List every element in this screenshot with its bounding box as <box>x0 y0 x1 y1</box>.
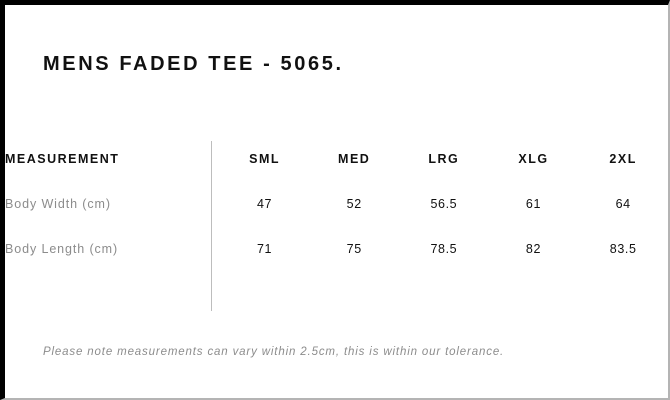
measurements-table: MEASUREMENT SML MED LRG XLG 2XL Body Wid… <box>5 136 668 271</box>
tolerance-note: Please note measurements can vary within… <box>43 346 505 358</box>
cell-body-width-lrg: 56.5 <box>430 196 458 211</box>
column-header-xlg: XLG <box>518 151 549 166</box>
cell-body-width-2xl: 64 <box>615 196 631 211</box>
table-header-row: MEASUREMENT SML MED LRG XLG 2XL <box>5 136 668 181</box>
cell-body-width-xlg: 61 <box>525 196 542 211</box>
row-label-body-length: Body Length (cm) <box>5 241 119 256</box>
column-header-med: MED <box>338 151 371 166</box>
cell-body-width-med: 52 <box>346 196 362 211</box>
column-header-lrg: LRG <box>428 151 460 166</box>
size-chart-table: MEASUREMENT SML MED LRG XLG 2XL Body Wid… <box>5 136 668 311</box>
cell-body-length-2xl: 83.5 <box>609 241 637 256</box>
cell-body-length-xlg: 82 <box>525 241 542 256</box>
cell-body-length-lrg: 78.5 <box>430 241 458 256</box>
page-title: MENS FADED TEE - 5065. <box>43 53 344 75</box>
column-header-measurement: MEASUREMENT <box>5 151 120 166</box>
row-label-body-width: Body Width (cm) <box>5 196 111 211</box>
table-row: Body Width (cm) 47 52 56.5 61 64 <box>5 181 668 226</box>
page-content: MENS FADED TEE - 5065. MEASUREMENT SML <box>5 5 668 398</box>
column-header-sml: SML <box>249 151 280 166</box>
cell-body-length-med: 75 <box>346 241 362 256</box>
cell-body-length-sml: 71 <box>257 241 273 256</box>
table-row: Body Length (cm) 71 75 78.5 82 83.5 <box>5 226 668 271</box>
table-vertical-divider <box>211 141 212 311</box>
cell-body-width-sml: 47 <box>257 196 273 211</box>
column-header-2xl: 2XL <box>609 151 637 166</box>
